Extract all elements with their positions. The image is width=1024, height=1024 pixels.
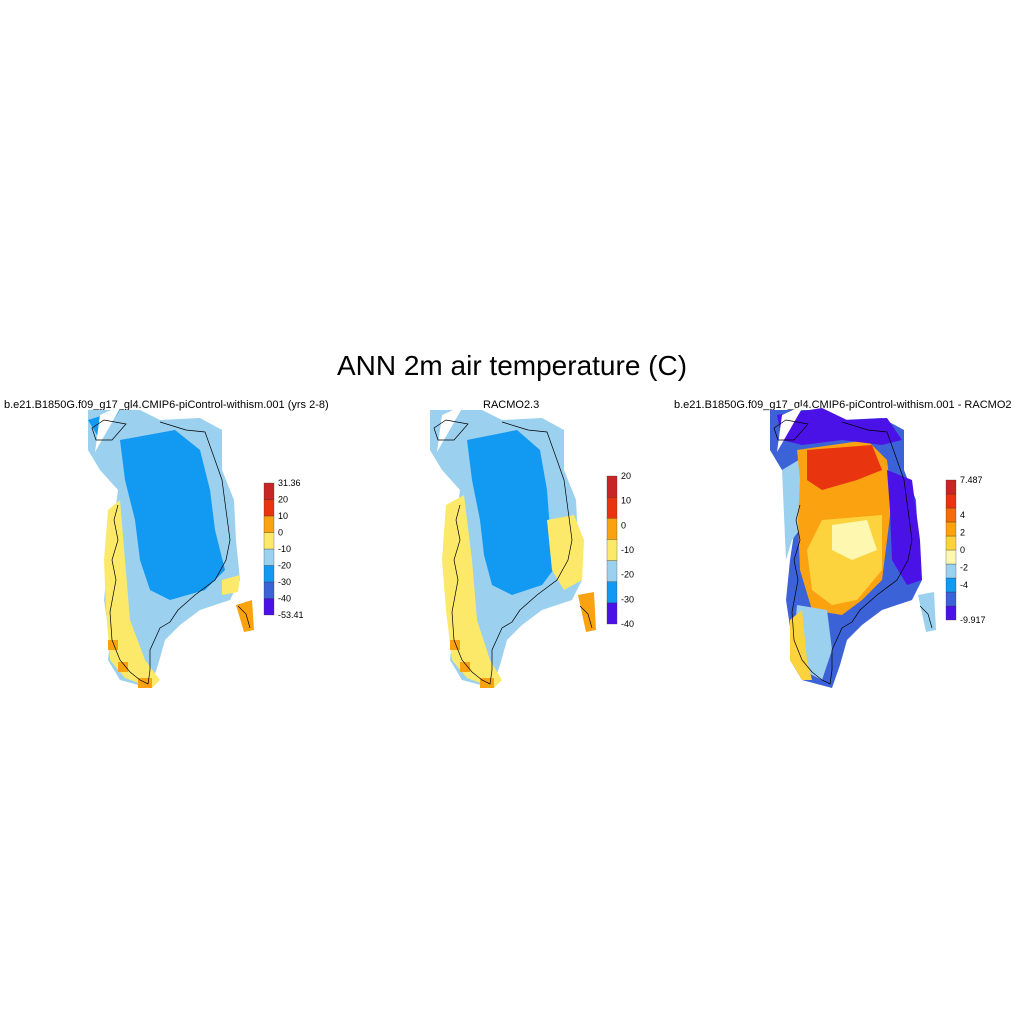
colorbar-tick-label: -9.917 <box>960 615 986 625</box>
colorbar-swatch <box>945 577 957 593</box>
figure-title: ANN 2m air temperature (C) <box>336 350 688 381</box>
colorbar-racmo: -40 -30 -20 -10 0 10 20 <box>606 471 634 629</box>
colorbar-swatch <box>606 475 618 498</box>
greenland-field-model <box>88 405 254 688</box>
colorbar-tick-label: -40 <box>621 619 634 629</box>
greenland-field-difference <box>770 405 936 688</box>
colorbar-swatch <box>945 479 957 495</box>
colorbar-tick-label: 4 <box>960 510 965 520</box>
colorbar-tick-label: -2 <box>960 563 968 573</box>
colorbar-swatch <box>945 591 957 607</box>
colorbar-tick-label: -10 <box>278 544 291 554</box>
colorbar-tick-label: 0 <box>278 528 283 538</box>
coastline-difference <box>773 419 933 685</box>
colorbar-tick-label: -20 <box>278 561 291 571</box>
colorbar-swatch <box>945 605 957 621</box>
colorbar-tick-label: 2 <box>960 528 965 538</box>
colorbar-swatch <box>263 482 275 500</box>
colorbar-tick-label: 10 <box>278 511 288 521</box>
colorbar-tick-label: -10 <box>621 545 634 555</box>
colorbar-difference: -9.917 -4 -2 0 2 4 7.487 <box>945 475 986 625</box>
colorbar-swatch <box>945 549 957 565</box>
colorbar-tick-label: 20 <box>278 495 288 505</box>
colorbar-tick-label: -30 <box>621 594 634 604</box>
colorbar-tick-label: 10 <box>621 496 631 506</box>
colorbar-tick-label: -30 <box>278 577 291 587</box>
colorbar-tick-label: 0 <box>960 545 965 555</box>
colorbar-swatch <box>945 493 957 509</box>
colorbar-tick-label: -40 <box>278 594 291 604</box>
colorbar-swatch <box>945 507 957 523</box>
colorbar-swatch <box>945 521 957 537</box>
coastline-racmo <box>433 419 593 685</box>
colorbar-tick-label: 20 <box>621 471 631 481</box>
panel-title-difference: b.e21.B1850G.f09_g17_gl4.CMIP6-piControl… <box>674 399 1012 411</box>
colorbar-tick-label: -53.41 <box>278 610 304 620</box>
colorbar-swatch <box>945 535 957 551</box>
colorbar-tick-label: 0 <box>621 520 626 530</box>
panel-title-model: b.e21.B1850G.f09_g17_gl4.CMIP6-piControl… <box>4 399 329 411</box>
colorbar-tick-label: -20 <box>621 570 634 580</box>
colorbar-model: -53.41 -40 -30 -20 -10 0 10 20 31.36 <box>263 478 304 620</box>
coastline-model <box>91 419 251 685</box>
colorbar-tick-label: 31.36 <box>278 478 301 488</box>
panel-title-racmo: RACMO2.3 <box>483 399 540 411</box>
colorbar-tick-label: -4 <box>960 580 968 590</box>
colorbar-swatch <box>945 563 957 579</box>
colorbar-tick-label: 7.487 <box>960 475 983 485</box>
